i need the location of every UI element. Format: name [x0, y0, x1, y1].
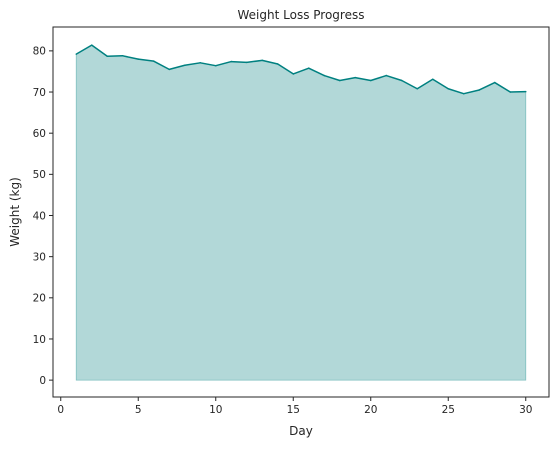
y-tick-label: 80: [33, 46, 46, 58]
x-tick-label: 10: [209, 404, 222, 416]
x-tick-label: 5: [135, 404, 142, 416]
series-line-segment: [231, 62, 247, 63]
y-axis-label: Weight (kg): [8, 177, 22, 247]
y-tick-label: 70: [33, 87, 46, 99]
x-tick-label: 0: [57, 404, 64, 416]
x-tick-label: 15: [287, 404, 300, 416]
chart-title: Weight Loss Progress: [238, 8, 365, 22]
plot-area: [75, 44, 527, 380]
y-tick-label: 60: [33, 128, 46, 140]
x-axis: 0 5 10 15 20 25 30: [57, 397, 532, 416]
x-tick-label: 20: [364, 404, 377, 416]
y-tick-label: 10: [33, 334, 46, 346]
y-tick-label: 0: [39, 375, 46, 387]
y-axis: 0 10 20 30 40 50 60 70 80: [33, 46, 53, 387]
x-tick-label: 30: [519, 404, 532, 416]
x-tick-label: 25: [442, 404, 455, 416]
area-fill: [76, 45, 526, 380]
x-axis-label: Day: [289, 424, 313, 438]
y-tick-label: 40: [33, 210, 46, 222]
y-tick-label: 20: [33, 293, 46, 305]
y-tick-label: 50: [33, 169, 46, 181]
y-tick-label: 30: [33, 251, 46, 263]
